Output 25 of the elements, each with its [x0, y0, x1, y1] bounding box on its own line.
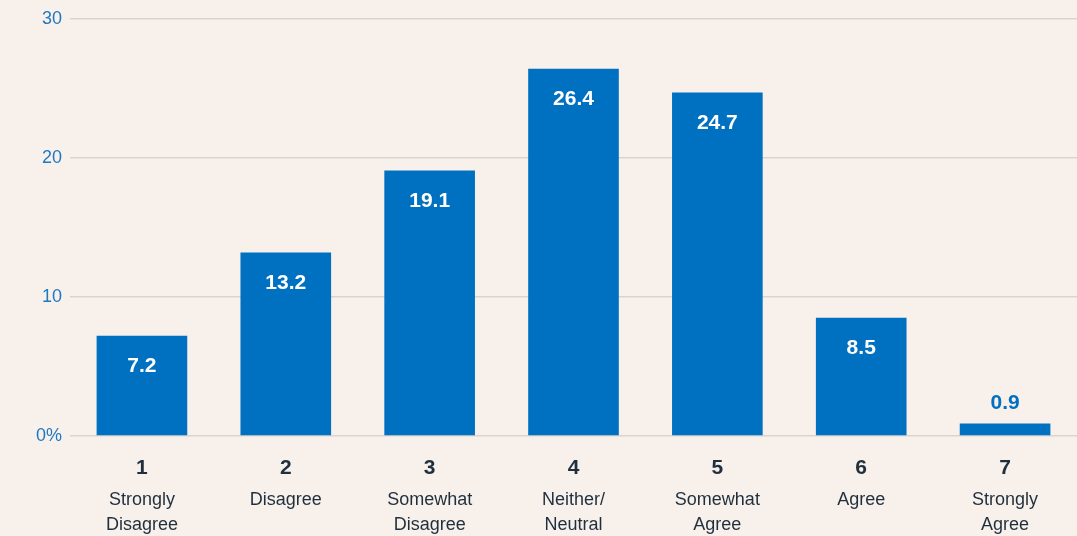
data-label: 24.7 — [696, 109, 738, 133]
x-tick-label: 4 Neither/ Neutral — [541, 455, 606, 534]
y-tick-label: 0% — [35, 424, 62, 445]
data-label: 13.2 — [265, 269, 307, 293]
x-tick-label: 1 Strongly Disagree — [105, 455, 178, 534]
bar — [672, 92, 763, 436]
data-label: 7.2 — [127, 353, 157, 377]
data-label: 0.9 — [990, 389, 1020, 413]
bar — [384, 170, 475, 436]
x-tick-label: 6 Agree — [837, 455, 886, 509]
bar — [240, 252, 332, 436]
y-tick-label: 10 — [41, 285, 62, 306]
data-label: 8.5 — [846, 335, 877, 359]
x-tick-label: 2 Disagree — [249, 455, 322, 509]
data-label: 26.4 — [553, 86, 595, 110]
bar — [96, 335, 188, 436]
y-tick-label: 30 — [41, 7, 62, 28]
y-tick-label: 20 — [41, 146, 62, 167]
data-label: 19.1 — [409, 187, 451, 211]
bar — [528, 68, 619, 436]
x-tick-label: 5 Somewhat Agree — [674, 455, 760, 534]
bar — [815, 317, 907, 436]
bar — [959, 423, 1051, 436]
x-tick-label: 3 Somewhat Disagree — [387, 455, 473, 534]
x-tick-label: 7 Strongly Agree — [972, 455, 1039, 534]
